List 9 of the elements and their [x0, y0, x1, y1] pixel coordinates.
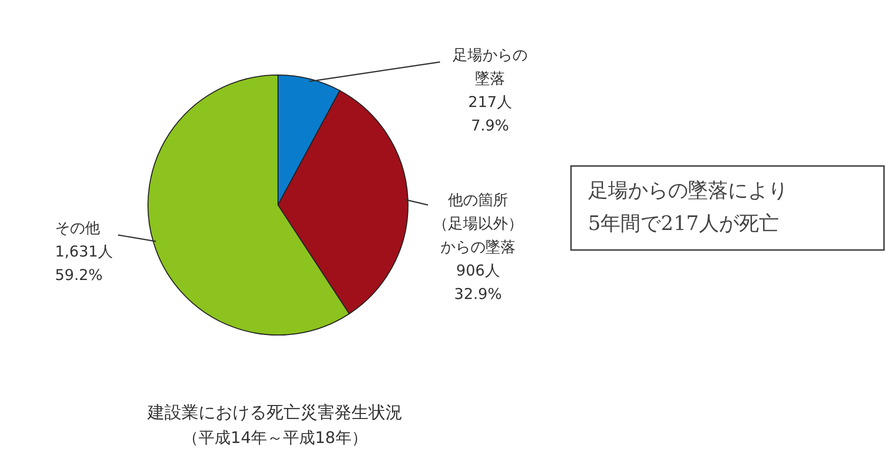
data-label: 906人 32.9%	[454, 262, 502, 303]
data-label: 1,631人 59.2%	[55, 242, 113, 284]
slice-label: 足場からの墜落	[452, 46, 528, 88]
text: （平成14年～平成18年）	[182, 428, 368, 447]
data-label: 217人 7.9%	[468, 93, 512, 134]
slice-label: その他	[55, 219, 100, 237]
text: 足場からの墜落により5年間で217人が死亡	[588, 178, 788, 235]
text: 建設業における死亡災害発生状況	[146, 403, 402, 423]
slice-label: 他の箇所（足場以外）からの墜落	[433, 191, 523, 256]
